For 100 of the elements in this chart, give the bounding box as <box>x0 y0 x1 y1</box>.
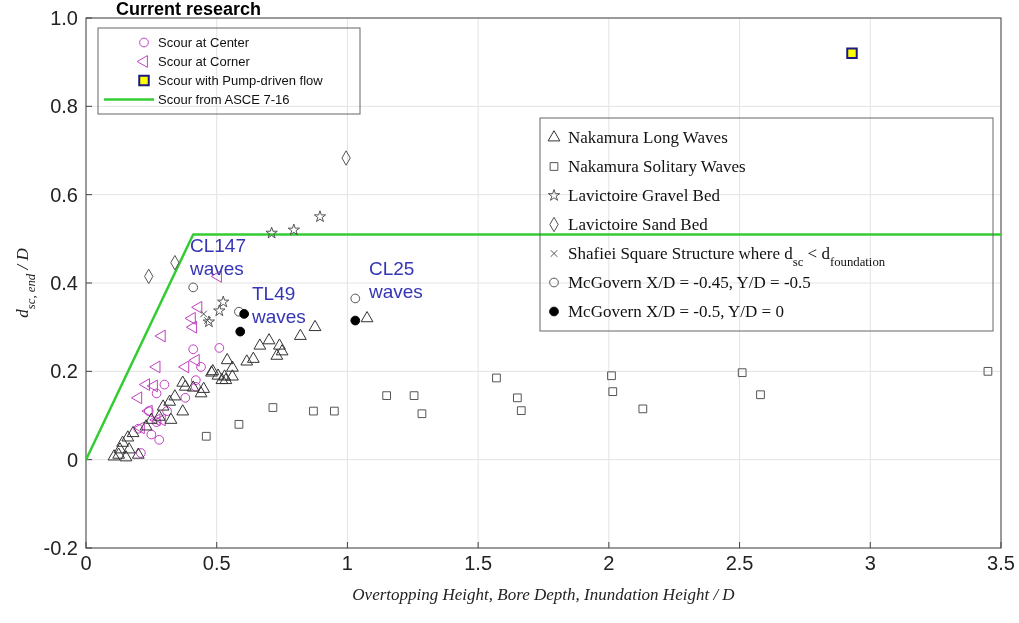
point <box>130 391 143 405</box>
point <box>107 449 121 461</box>
point <box>116 435 129 447</box>
point <box>163 394 177 406</box>
y-tick-label: 0.8 <box>50 95 78 118</box>
point <box>309 406 318 416</box>
point <box>220 353 234 365</box>
point <box>235 326 246 337</box>
y-tick-label: 0.6 <box>50 183 78 206</box>
y-tick-label: 0 <box>66 448 78 471</box>
y-tick-label: 0.4 <box>50 272 78 294</box>
point <box>154 413 166 427</box>
point <box>146 379 158 393</box>
point <box>149 360 161 374</box>
point <box>199 310 208 318</box>
point <box>512 393 522 403</box>
x-tick-label: 0 <box>80 552 92 574</box>
legend-label: Scour at Center <box>158 35 250 51</box>
x-tick-label: 3 <box>864 552 876 574</box>
point <box>308 319 322 332</box>
legend-label: Scour from ASCE 7-16 <box>158 92 290 108</box>
annotation: TL49 waves <box>251 283 306 327</box>
point <box>417 409 427 419</box>
legend-label: Scour with Pump-driven flow <box>158 73 324 89</box>
point <box>329 406 339 416</box>
point <box>139 419 153 431</box>
x-tick-label: 1 <box>341 552 353 574</box>
point <box>121 430 135 442</box>
point <box>144 412 158 424</box>
point <box>638 404 648 414</box>
x-axis-title: Overtopping Height, Bore Depth, Inundation Height / D <box>352 585 736 604</box>
point <box>178 360 190 374</box>
point <box>152 409 166 421</box>
legend-label: McGovern X/D = -0.45, Y/D = -0.5 <box>568 273 811 293</box>
point <box>215 372 229 385</box>
point <box>218 369 231 381</box>
point <box>201 431 211 441</box>
point <box>234 419 244 429</box>
point <box>516 406 526 416</box>
point <box>162 406 172 416</box>
point <box>190 375 201 386</box>
point <box>240 354 254 366</box>
point <box>846 47 858 60</box>
point <box>186 380 200 392</box>
point <box>202 315 216 328</box>
point <box>151 388 162 399</box>
point <box>185 320 198 334</box>
chart-title: Current research <box>116 0 262 19</box>
legend-label: Nakamura Solitary Waves <box>568 157 746 177</box>
point <box>211 368 225 380</box>
legend-label: Lavictoire Sand Bed <box>568 215 709 235</box>
point <box>176 375 190 387</box>
y-tick-label: -0.2 <box>43 537 78 559</box>
point <box>151 417 162 427</box>
point <box>409 391 419 400</box>
point <box>178 379 192 391</box>
point <box>188 353 200 367</box>
point <box>270 348 284 360</box>
point <box>293 328 307 340</box>
point <box>608 387 618 397</box>
point <box>219 372 233 385</box>
point <box>203 316 212 325</box>
annotation: CL147 waves <box>189 235 246 279</box>
point <box>226 369 239 381</box>
point <box>268 403 278 412</box>
point <box>138 378 151 391</box>
point <box>382 391 392 400</box>
point <box>983 366 993 376</box>
point <box>156 399 170 411</box>
point <box>239 309 250 319</box>
point <box>217 295 230 308</box>
legend-label: Shafiei Square Structure where d$_{sc}$ < d$_{foundation}$ <box>568 244 886 270</box>
point <box>287 223 301 236</box>
legend-label: Nakamura Long Waves <box>568 128 728 148</box>
point <box>126 425 140 438</box>
point <box>262 333 276 345</box>
y-tick-label: 0.2 <box>50 360 78 383</box>
point <box>275 344 289 356</box>
point <box>273 338 286 350</box>
point <box>756 390 765 400</box>
legend-label: McGovern X/D = -0.5, Y/D = 0 <box>568 302 784 322</box>
x-tick-label: 2.5 <box>725 552 754 574</box>
point <box>154 434 165 445</box>
point <box>196 362 206 372</box>
point <box>313 210 327 223</box>
legend-label: Scour at Corner <box>158 54 251 70</box>
point <box>188 344 199 355</box>
point <box>184 311 196 325</box>
point <box>197 381 211 393</box>
x-tick-label: 3.5 <box>987 552 1015 574</box>
point <box>350 315 361 326</box>
annotation: CL25 waves <box>368 258 423 302</box>
point <box>191 300 203 314</box>
point <box>607 371 616 381</box>
point <box>188 282 199 293</box>
point <box>168 389 182 401</box>
legend-label: Lavictoire Gravel Bed <box>568 186 721 206</box>
point <box>213 304 226 317</box>
point <box>122 442 136 454</box>
point <box>253 338 267 350</box>
